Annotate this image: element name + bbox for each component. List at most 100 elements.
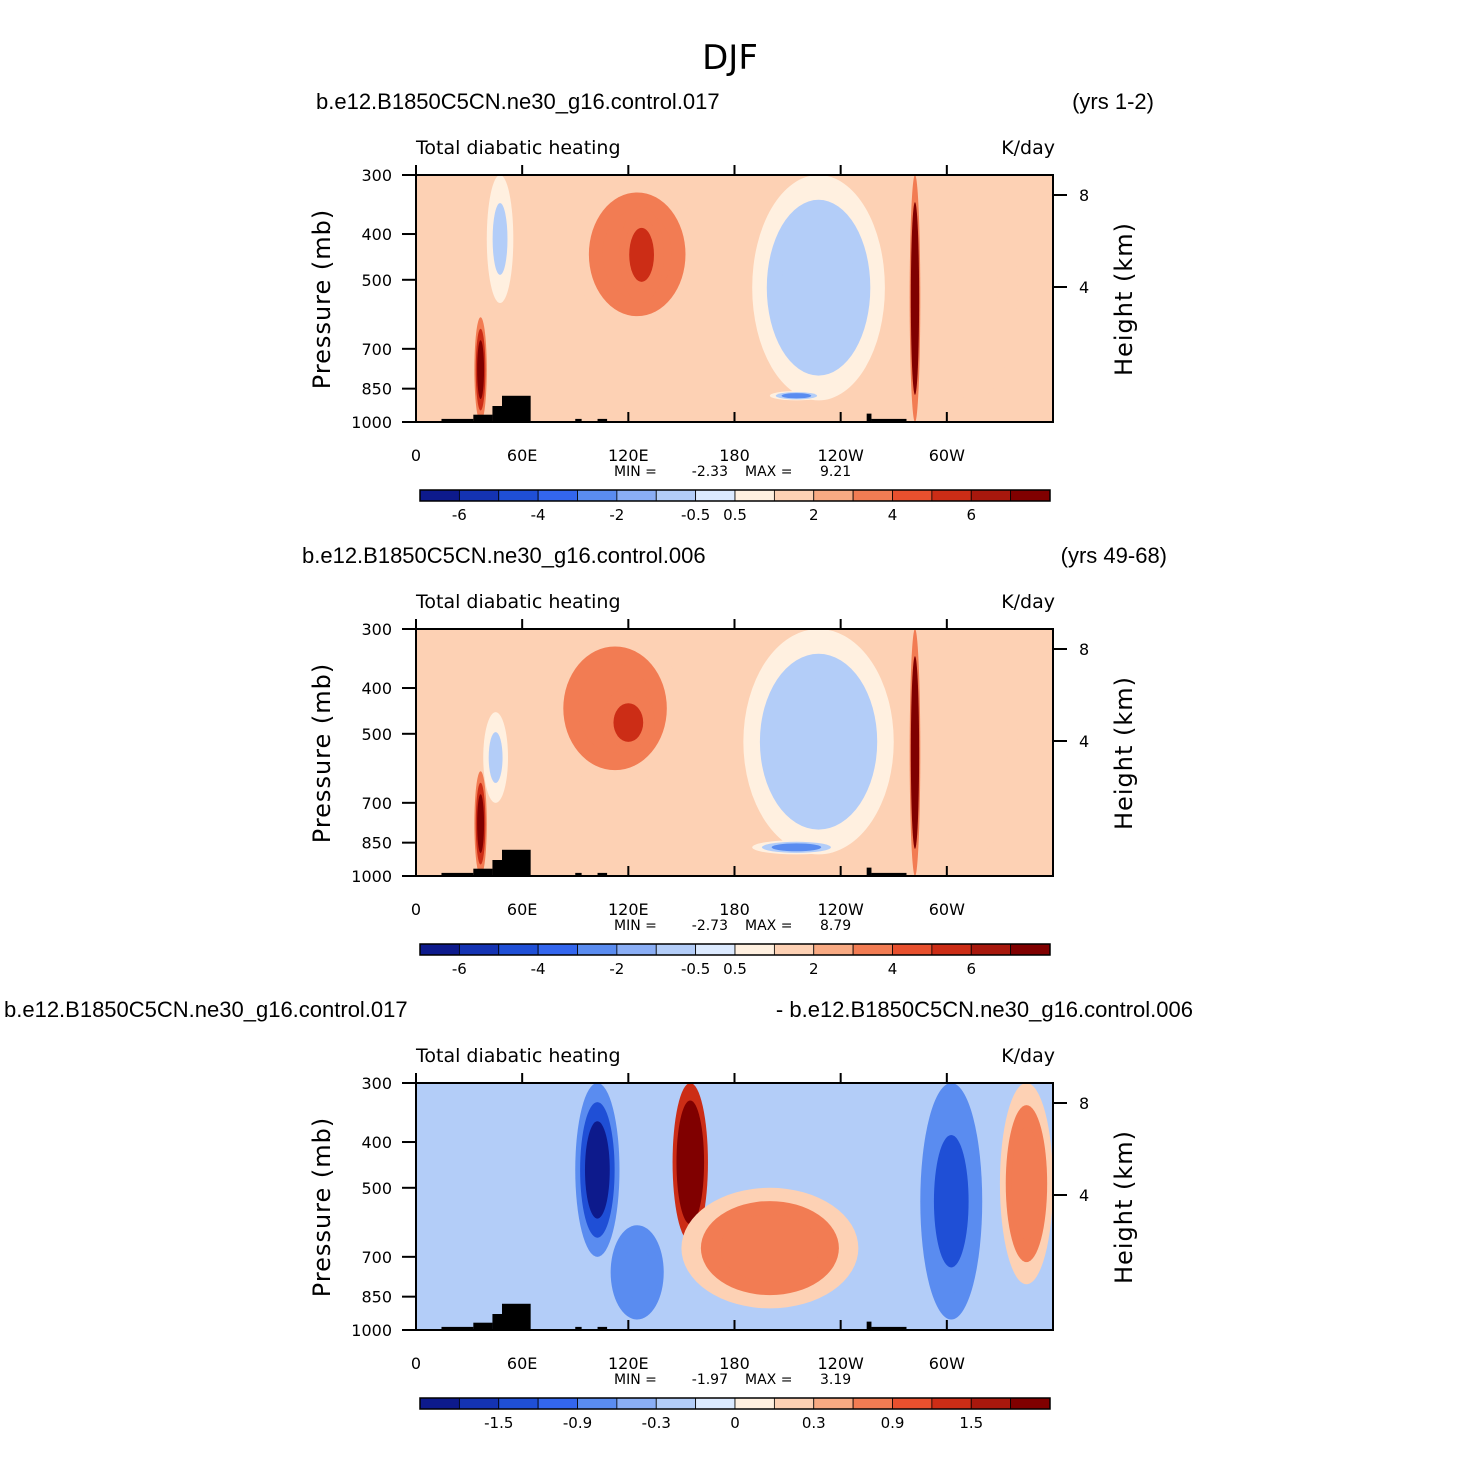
x-tick-label: 120W [817, 1354, 864, 1373]
cooling-east-pacific-low [781, 393, 812, 399]
y2-axis-label: Height (km) [1110, 676, 1138, 830]
colorbar-swatch [892, 1397, 933, 1410]
colorbar-label: -0.3 [642, 1414, 671, 1432]
y2-tick-label: 4 [1079, 278, 1089, 297]
colorbar-swatch [970, 1397, 1012, 1410]
topography-mask [441, 418, 474, 422]
topography-mask [866, 867, 872, 876]
heating-andes-column [912, 683, 918, 822]
topography-mask [441, 1326, 474, 1330]
y2-tick-label: 4 [1079, 1186, 1089, 1205]
units-label: K/day [1001, 1045, 1055, 1067]
colorbar-swatch [498, 943, 539, 956]
topography-mask [866, 1321, 872, 1330]
colorbar-label: 6 [966, 960, 976, 978]
case-name-right: (yrs 1-2) [1072, 89, 1154, 114]
colorbar-label: 0.5 [723, 506, 747, 524]
colorbar-label: -0.5 [681, 506, 710, 524]
case-name-left: b.e12.B1850C5CN.ne30_g16.control.017 [4, 997, 408, 1022]
colorbar-label: -0.9 [563, 1414, 592, 1432]
cooling-east-africa-upper [488, 732, 503, 783]
x-tick-label: 60E [507, 900, 537, 919]
y-tick-label: 1000 [351, 867, 392, 886]
heating-core-120E [613, 703, 644, 742]
colorbar-label: -4 [531, 506, 546, 524]
y-axis-label: Pressure (mb) [308, 209, 336, 389]
colorbar-swatch [1010, 943, 1051, 956]
topography-mask [501, 395, 531, 422]
y2-axis-label: Height (km) [1110, 222, 1138, 376]
case-name-right: - b.e12.B1850C5CN.ne30_g16.control.006 [776, 997, 1193, 1022]
colorbar-swatch [734, 943, 775, 956]
heating-africa-column [477, 794, 485, 853]
colorbar-swatch [616, 489, 657, 502]
y-tick-label: 850 [361, 834, 392, 853]
colorbar-swatch [616, 943, 657, 956]
y-tick-label: 700 [361, 794, 392, 813]
colorbar-swatch [734, 489, 775, 502]
min-label: MIN = [614, 1372, 657, 1388]
heatmap-field [416, 1083, 1053, 1330]
y-tick-label: 500 [361, 271, 392, 290]
colorbar-label: 0.3 [802, 1414, 826, 1432]
heating-south-america [948, 224, 999, 351]
positive-atlantic [1011, 1127, 1042, 1240]
max-label: MAX = [745, 464, 792, 480]
y-tick-label: 700 [361, 1248, 392, 1267]
colorbar-swatch [498, 489, 539, 502]
colorbar-swatch [537, 489, 578, 502]
colorbar-swatch [970, 489, 1012, 502]
y-tick-label: 700 [361, 340, 392, 359]
x-tick-label: 60E [507, 446, 537, 465]
colorbar-swatch [695, 489, 736, 502]
colorbar-swatch [813, 943, 854, 956]
x-tick-label: 0 [411, 446, 421, 465]
y-axis-label: Pressure (mb) [308, 1117, 336, 1297]
topography-mask [473, 414, 493, 422]
y2-tick-label: 8 [1079, 186, 1089, 205]
y-tick-label: 400 [361, 679, 392, 698]
max-label: MAX = [745, 918, 792, 934]
colorbar-swatch [419, 489, 460, 502]
figure-title: DJF [702, 38, 758, 78]
min-label: MIN = [614, 918, 657, 934]
colorbar-swatch [813, 489, 854, 502]
heatmap-field [416, 629, 1053, 876]
variable-title: Total diabatic heating [415, 591, 621, 613]
cooling-east-pacific-low [771, 843, 822, 852]
topography-mask [501, 1303, 531, 1330]
topography-mask [492, 406, 502, 422]
y2-tick-label: 8 [1079, 640, 1089, 659]
colorbar-label: 0.9 [881, 1414, 905, 1432]
variable-title: Total diabatic heating [415, 137, 621, 159]
case-name-right: (yrs 49-68) [1061, 543, 1167, 568]
colorbar-swatch [419, 1397, 460, 1410]
min-value: -2.33 [692, 464, 728, 480]
topography-mask [501, 849, 531, 876]
x-tick-label: 180 [719, 900, 750, 919]
variable-title: Total diabatic heating [415, 1045, 621, 1067]
negative-100E [584, 1121, 610, 1219]
colorbar-frame [419, 1397, 1051, 1410]
colorbar-label: 4 [888, 960, 898, 978]
colorbar-swatch [773, 489, 815, 502]
colorbar-label: -2 [609, 506, 624, 524]
colorbar-label: 2 [809, 506, 819, 524]
y2-tick-label: 4 [1079, 732, 1089, 751]
x-tick-label: 120W [817, 900, 864, 919]
max-label: MAX = [745, 1372, 792, 1388]
y2-axis-label: Height (km) [1110, 1130, 1138, 1284]
x-tick-label: 0 [411, 900, 421, 919]
colorbar-swatch [773, 1397, 815, 1410]
topography-mask [473, 868, 493, 876]
min-value: -1.97 [692, 1372, 728, 1388]
heatmap-field [416, 175, 1053, 422]
x-tick-label: 60W [929, 900, 965, 919]
colorbar-swatch [695, 943, 736, 956]
cooling-east-pacific [776, 678, 861, 805]
y-tick-label: 1000 [351, 1321, 392, 1340]
colorbar-label: 0.5 [723, 960, 747, 978]
colorbar-swatch [655, 1397, 697, 1410]
positive-west-pacific [720, 1214, 820, 1282]
topography-mask [492, 1314, 502, 1330]
